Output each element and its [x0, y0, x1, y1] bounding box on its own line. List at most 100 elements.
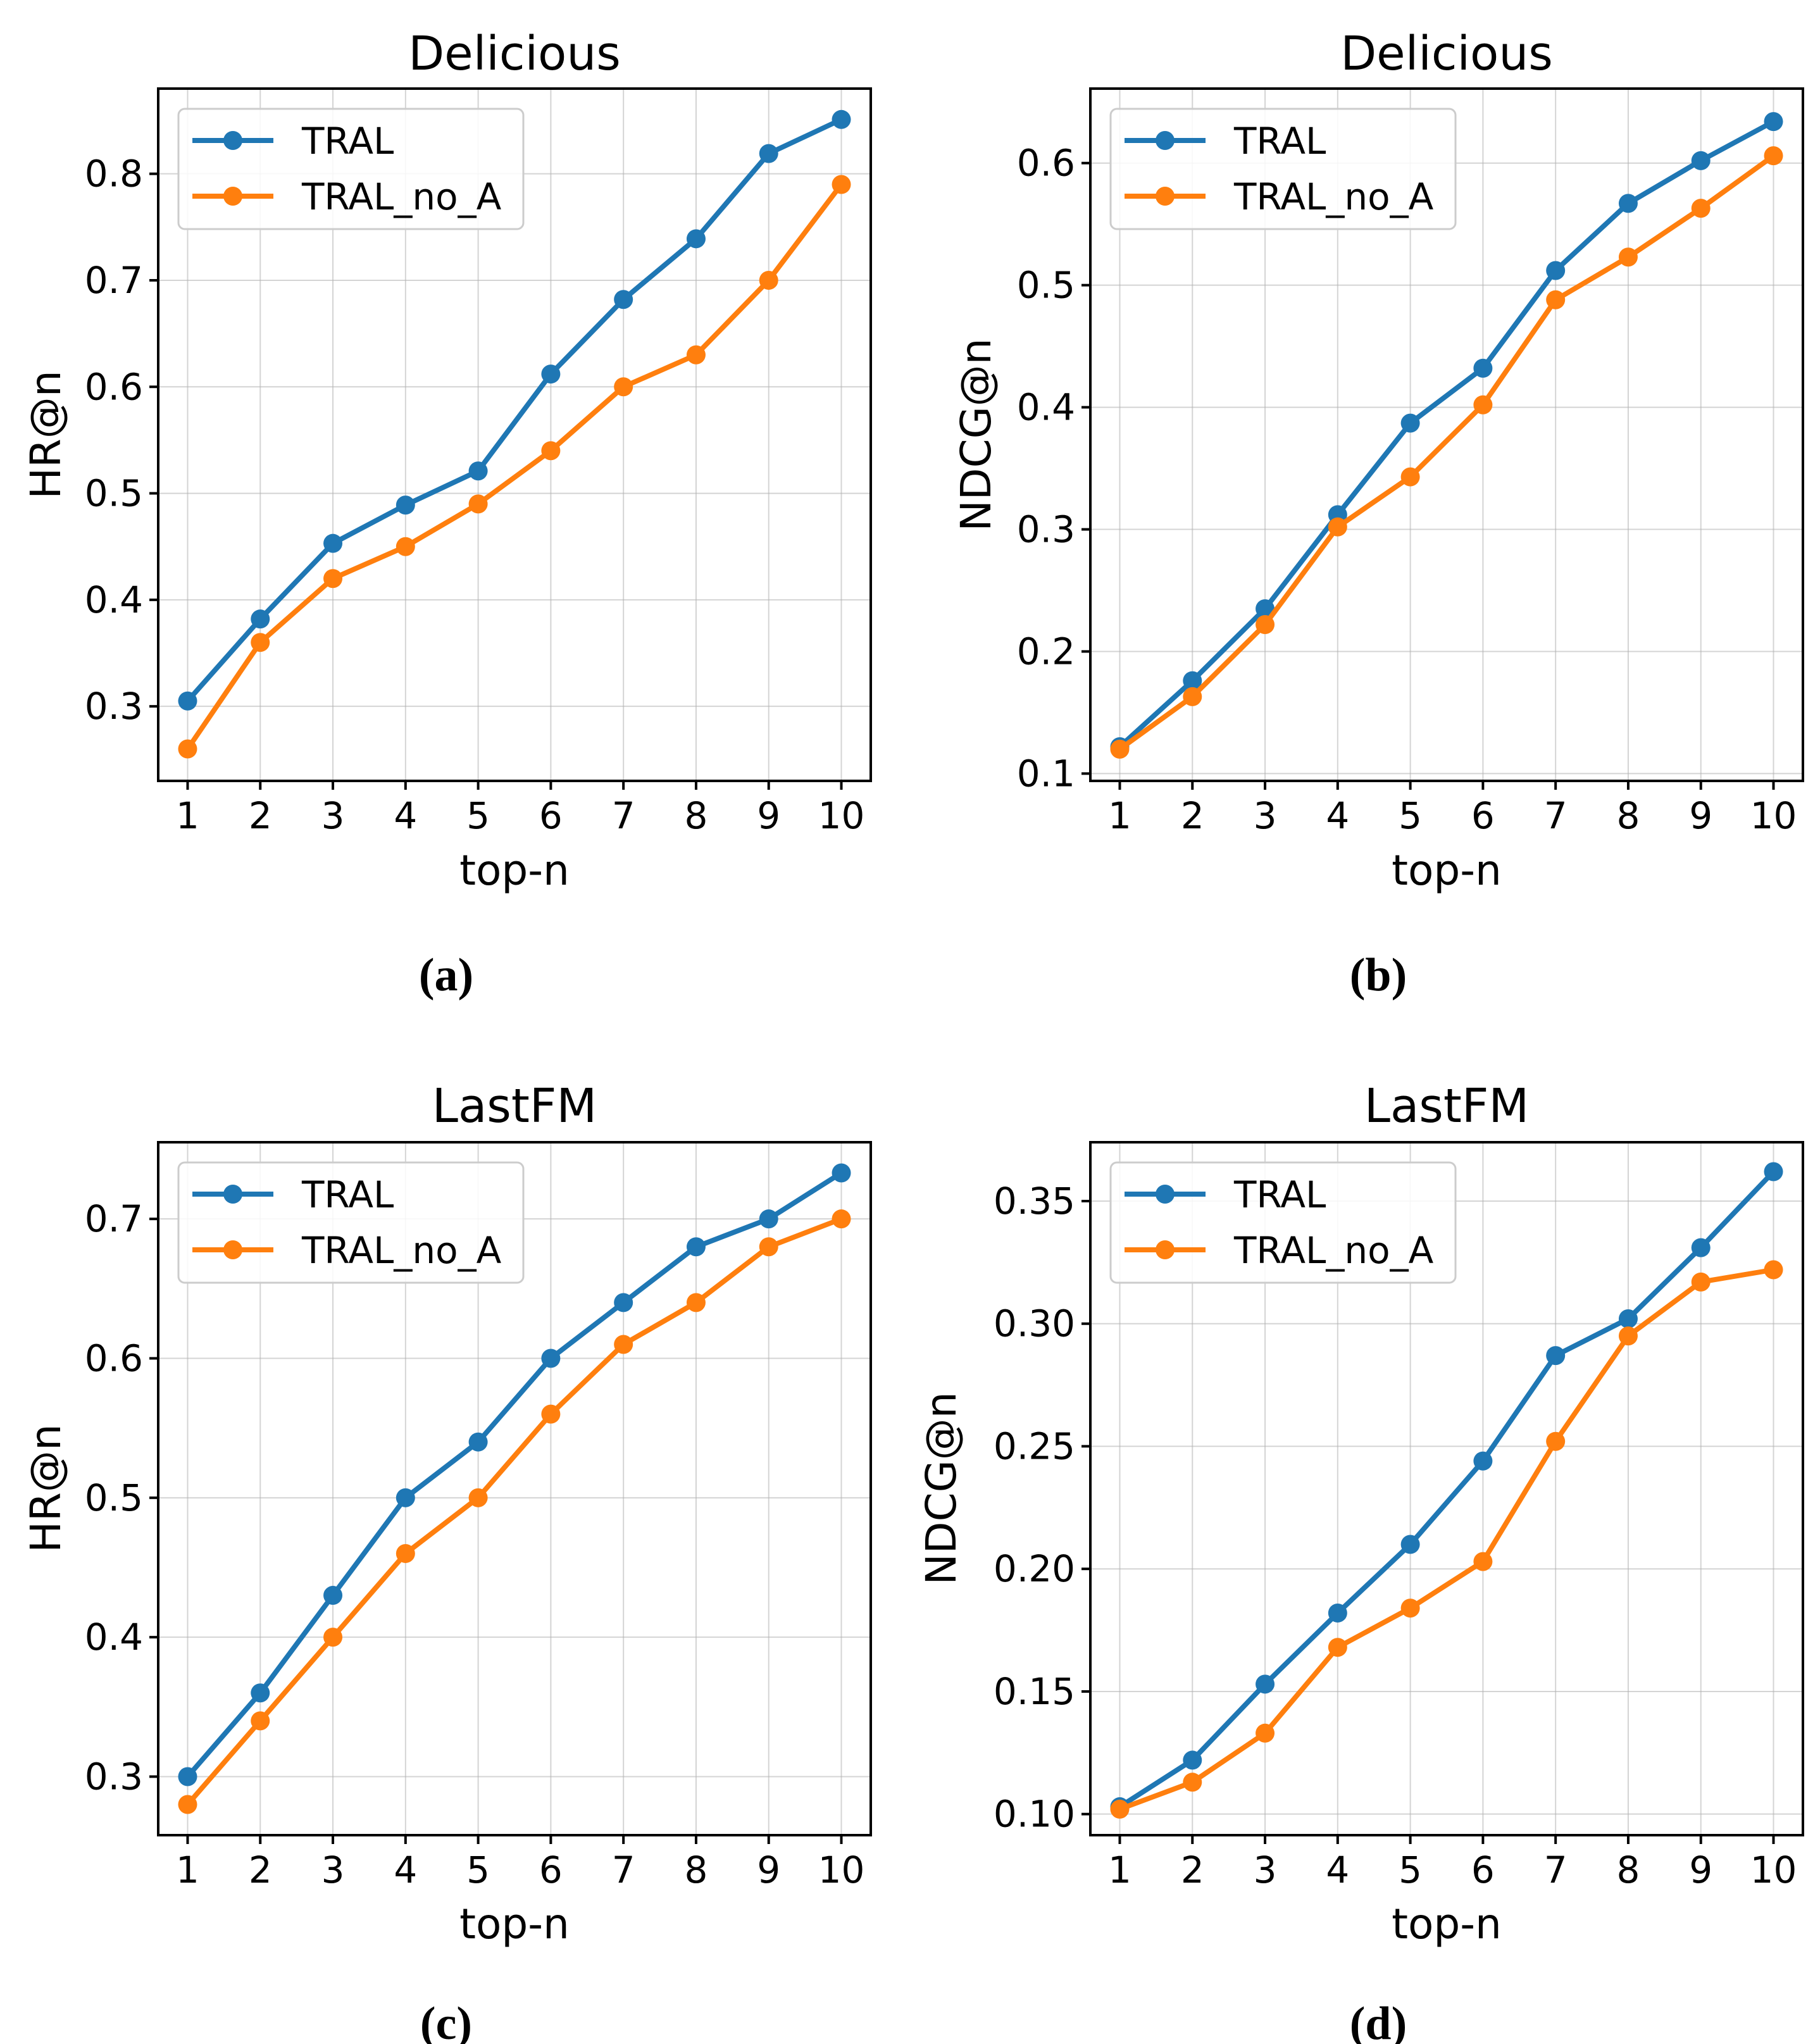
x-tick-label: 1 — [1108, 794, 1131, 837]
chart-panel-a: Delicious top-n HR@n (a) 1 2 3 4 5 6 7 8 9 10 0.3 0… — [22, 27, 872, 1001]
legend-marker — [1156, 1185, 1175, 1204]
data-point — [468, 1432, 488, 1452]
series-line — [185, 1216, 842, 1807]
series-tral-no-a — [178, 175, 851, 759]
x-tick-label: 2 — [1181, 794, 1204, 837]
y-tick-label: 0.4 — [85, 1616, 143, 1659]
data-point — [832, 175, 851, 194]
series-line — [1119, 1267, 1774, 1812]
x-tick-label: 3 — [1254, 794, 1277, 837]
y-tick-label: 0.5 — [85, 1476, 143, 1519]
x-tick-label: 4 — [1326, 1848, 1349, 1891]
series-tral-no-a — [1110, 1260, 1783, 1819]
plot-frame — [1089, 1141, 1804, 1836]
data-point — [178, 1767, 197, 1786]
x-tick-label: 6 — [539, 1848, 563, 1891]
data-point — [759, 1209, 778, 1229]
data-point — [1473, 358, 1493, 378]
panel-caption: (a) — [419, 949, 473, 1001]
x-tick-label: 6 — [1471, 1848, 1495, 1891]
data-point — [323, 1586, 343, 1605]
x-tick-label: 9 — [757, 1848, 780, 1891]
y-axis-label: NDCG@n — [917, 1392, 966, 1585]
data-point — [1691, 1238, 1711, 1257]
series-line — [185, 183, 844, 751]
data-point — [1183, 687, 1202, 706]
legend-label: TRAL — [301, 1173, 394, 1216]
data-point — [1618, 1309, 1638, 1328]
series-line — [1118, 119, 1775, 749]
data-point — [1691, 199, 1711, 218]
x-tick-label: 3 — [1254, 1848, 1277, 1891]
chart-title: Delicious — [1340, 27, 1553, 81]
y-tick-label: 0.4 — [85, 578, 143, 621]
y-tick-label: 0.5 — [85, 472, 143, 515]
data-point — [1764, 1260, 1783, 1280]
data-point — [1256, 615, 1275, 635]
x-tick-label: 10 — [1750, 794, 1797, 837]
x-tick-label: 8 — [684, 1848, 707, 1891]
y-tick-label: 0.6 — [1017, 142, 1075, 185]
x-tick-label: 4 — [394, 1848, 417, 1891]
plot-frame — [157, 87, 872, 782]
x-axis-label: top-n — [459, 1900, 570, 1948]
data-point — [1473, 1552, 1493, 1571]
data-point — [759, 270, 778, 290]
chart-panel-b: Delicious top-n NDCG@n (b) 1 2 3 4 5 6 7 8 9 10 0.… — [952, 27, 1804, 1001]
y-tick-label: 0.15 — [994, 1670, 1075, 1713]
data-point — [541, 441, 561, 461]
legend-label: TRAL — [301, 120, 394, 163]
y-tick-label: 0.3 — [85, 1755, 143, 1798]
data-point — [468, 461, 488, 481]
x-tick-label: 5 — [1399, 1848, 1422, 1891]
data-point — [178, 691, 197, 711]
x-tick-label: 2 — [249, 794, 272, 837]
data-point — [686, 1237, 706, 1257]
data-point — [1546, 261, 1566, 280]
data-point — [686, 345, 706, 365]
data-point — [1400, 467, 1420, 487]
data-point — [468, 1488, 488, 1507]
data-point — [759, 144, 778, 163]
x-tick-label: 7 — [612, 794, 635, 837]
x-axis-label: top-n — [1392, 1900, 1502, 1948]
series-tral-no-a — [1110, 146, 1783, 759]
data-point — [614, 290, 633, 309]
legend: TRAL TRAL_no_A — [1109, 1161, 1457, 1284]
data-point — [1183, 1750, 1202, 1770]
chart-title: Delicious — [408, 27, 621, 81]
legend-marker — [223, 1185, 242, 1204]
x-tick-label: 4 — [1326, 794, 1349, 837]
legend-marker — [1156, 1240, 1175, 1259]
y-axis-label: HR@n — [22, 370, 70, 499]
data-point — [832, 1209, 851, 1229]
data-point — [323, 569, 343, 589]
chart-title: LastFM — [1364, 1079, 1530, 1133]
data-point — [1764, 1162, 1783, 1181]
y-tick-label: 0.30 — [994, 1302, 1075, 1345]
y-tick-label: 0.5 — [1017, 264, 1075, 307]
data-point — [1618, 1326, 1638, 1346]
data-point — [614, 377, 633, 397]
legend-label: TRAL_no_A — [1233, 175, 1434, 218]
data-point — [1400, 413, 1420, 433]
data-point — [251, 633, 270, 652]
legend-label: TRAL — [1233, 1173, 1326, 1216]
x-tick-label: 5 — [466, 794, 490, 837]
y-tick-label: 0.8 — [85, 153, 143, 196]
data-point — [178, 739, 197, 759]
data-point — [1764, 112, 1783, 132]
data-point — [1256, 599, 1275, 618]
x-tick-label: 10 — [1750, 1848, 1797, 1891]
data-point — [1546, 1346, 1566, 1366]
y-tick-label: 0.20 — [994, 1547, 1075, 1590]
legend-label: TRAL_no_A — [301, 1229, 502, 1272]
data-point — [396, 1488, 415, 1507]
panel-caption: (d) — [1350, 1998, 1407, 2044]
data-point — [686, 229, 706, 249]
data-point — [1400, 1535, 1420, 1554]
data-point — [1256, 1723, 1275, 1743]
data-point — [1546, 290, 1566, 309]
x-tick-label: 1 — [176, 1848, 199, 1891]
